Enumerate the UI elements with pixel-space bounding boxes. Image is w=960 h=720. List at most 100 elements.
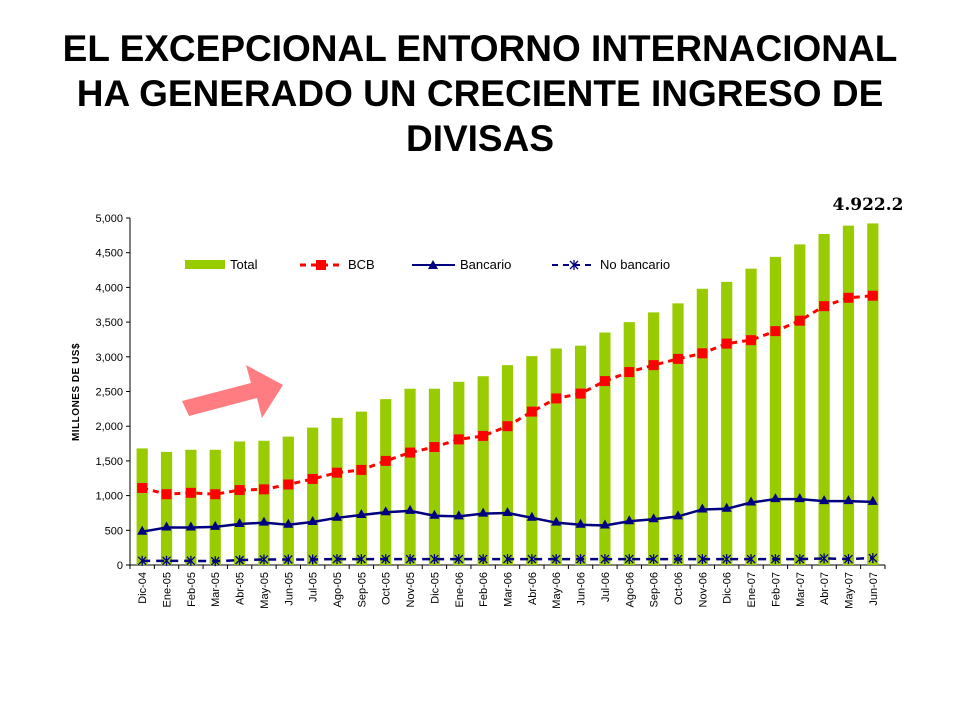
marker-bancario	[526, 511, 537, 521]
x-tick-labels: Dic-04 Ene-05 Feb-05 Mar-05 Abr-05 May-05 Jun-…	[129, 565, 886, 609]
marker-bcb	[478, 430, 489, 441]
bar-total	[404, 388, 416, 565]
x-tick-label: Ago-05	[332, 572, 344, 607]
marker-bcb	[575, 388, 586, 399]
marker-no-bancario	[186, 555, 196, 566]
marker-no-bancario	[405, 554, 415, 565]
marker-no-bancario	[819, 553, 829, 564]
x-tick-label: Jun-07	[868, 572, 880, 606]
x-tick-label: Jun-05	[283, 572, 295, 606]
bar-total	[794, 244, 806, 565]
marker-bcb	[770, 326, 781, 337]
x-tick-label: Abr-06	[527, 572, 539, 605]
marker-no-bancario	[624, 554, 634, 565]
marker-no-bancario	[697, 554, 707, 565]
marker-no-bancario	[527, 554, 537, 565]
x-axis: Dic-04 Ene-05 Feb-05 Mar-05 Abr-05 May-05 Jun-…	[129, 564, 886, 609]
marker-bcb	[648, 360, 659, 371]
bar-total	[623, 322, 635, 565]
marker-bancario	[624, 515, 635, 525]
x-tick-label: Mar-07	[795, 572, 807, 607]
marker-bancario	[697, 503, 708, 513]
x-tick-label: May-07	[843, 572, 855, 609]
marker-bancario	[502, 506, 513, 516]
bar-total	[501, 365, 514, 565]
marker-no-bancario	[503, 554, 512, 565]
bar-total	[574, 345, 587, 565]
marker-bcb	[405, 447, 416, 458]
legend-marker-no-bancario	[569, 260, 579, 270]
x-tick-label: May-06	[551, 572, 563, 609]
bar-total	[160, 451, 173, 565]
bar-total	[331, 417, 343, 565]
marker-bancario	[551, 516, 562, 526]
bar-total	[818, 233, 830, 565]
growth-arrow	[182, 365, 283, 418]
marker-bcb	[746, 335, 757, 346]
bar-total	[428, 388, 441, 565]
x-tick-label: Ago-06	[624, 572, 636, 607]
growth-arrow-shape	[182, 365, 283, 418]
x-tick-label: Oct-06	[673, 572, 685, 605]
y-tick-label: 1,500	[95, 456, 123, 468]
marker-bancario	[332, 511, 343, 521]
bar-total	[282, 436, 294, 565]
marker-bcb	[429, 442, 440, 453]
title-line-3: DIVISAS	[405, 118, 555, 159]
bar-total	[209, 449, 221, 565]
marker-no-bancario	[722, 554, 732, 565]
x-tick-label: Jul-05	[308, 572, 320, 602]
x-tick-label: Sep-06	[649, 572, 661, 607]
marker-bcb	[599, 376, 610, 387]
marker-bancario	[478, 507, 489, 517]
x-tick-label: Ene-06	[454, 572, 466, 607]
marker-bcb	[234, 485, 245, 496]
y-tick-label: 500	[105, 525, 123, 537]
x-tick-label: Ene-05	[162, 572, 174, 607]
y-tick-label: 2,500	[95, 387, 123, 399]
marker-no-bancario	[259, 554, 269, 565]
bar-total	[696, 288, 708, 565]
marker-no-bancario	[844, 554, 853, 565]
x-tick-label: Ene-07	[746, 572, 758, 607]
marker-no-bancario	[429, 554, 439, 565]
page-title: EL EXCEPCIONAL ENTORNO INTERNACIONAL HA …	[40, 26, 920, 161]
bar-total	[477, 376, 489, 565]
legend-marker-bancario	[428, 260, 438, 269]
bar-total	[355, 411, 367, 565]
bar-total	[867, 223, 879, 565]
marker-bcb	[356, 464, 367, 475]
marker-bcb	[672, 353, 683, 364]
legend-label-no-bancario: No bancario	[600, 257, 670, 272]
marker-no-bancario	[576, 554, 586, 565]
marker-no-bancario	[478, 554, 488, 565]
bar-total	[307, 427, 319, 565]
y-tick-label: 1,000	[95, 491, 123, 503]
x-tick-label: Jun-06	[576, 572, 588, 606]
title-line-2: HA GENERADO UN CRECIENTE INGRESO DE	[76, 73, 884, 114]
marker-bancario	[575, 518, 586, 528]
marker-no-bancario	[283, 554, 293, 565]
x-tick-label: Oct-05	[381, 572, 393, 605]
marker-bcb	[843, 292, 854, 303]
x-tick-label: Mar-06	[503, 572, 515, 607]
marker-bcb	[332, 467, 343, 478]
marker-bcb	[721, 338, 732, 349]
marker-no-bancario	[673, 554, 683, 565]
marker-bancario	[161, 521, 172, 531]
x-tick-label: Abr-07	[819, 572, 831, 605]
marker-no-bancario	[551, 554, 561, 565]
marker-bcb	[161, 489, 172, 500]
x-tick-label: Dic-05	[429, 572, 441, 604]
marker-bcb	[283, 479, 294, 490]
marker-bcb	[526, 406, 537, 417]
x-tick-label: Nov-06	[697, 572, 709, 607]
y-tick-label: 5,000	[95, 213, 123, 225]
y-tick-label: 0	[117, 560, 123, 572]
marker-no-bancario	[356, 554, 366, 565]
marker-bcb	[819, 301, 830, 312]
bar-total	[185, 449, 197, 565]
marker-bancario	[283, 518, 294, 528]
marker-bcb	[867, 290, 878, 301]
